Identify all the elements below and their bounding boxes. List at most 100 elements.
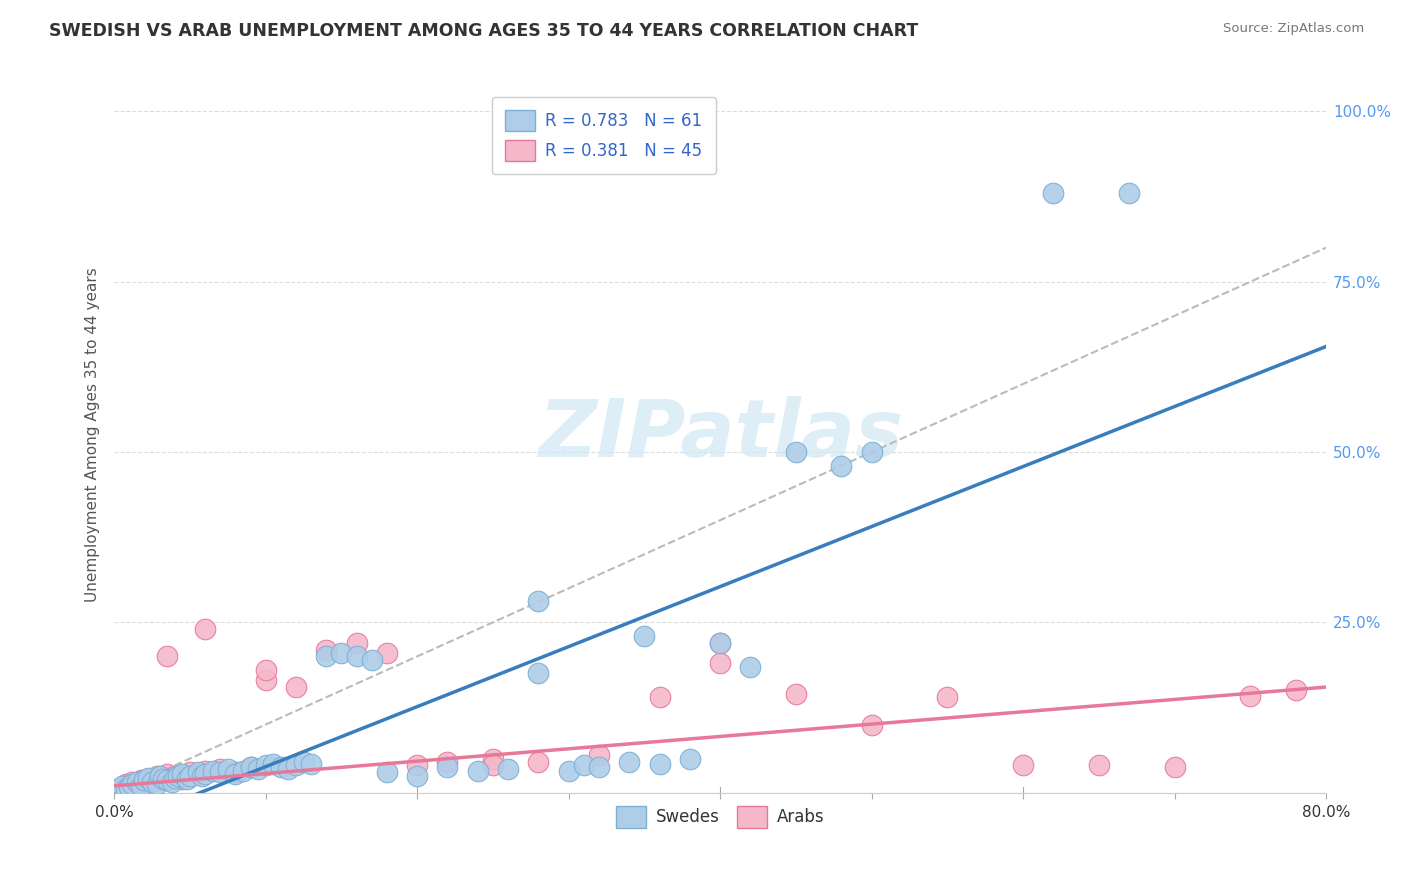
Point	[482, 758, 505, 772]
Point	[1042, 186, 1064, 201]
Point	[163, 771, 186, 785]
Point	[239, 760, 262, 774]
Point	[179, 769, 201, 783]
Point	[115, 777, 138, 791]
Point	[254, 758, 277, 772]
Point	[115, 782, 138, 797]
Point	[145, 769, 167, 783]
Text: SWEDISH VS ARAB UNEMPLOYMENT AMONG AGES 35 TO 44 YEARS CORRELATION CHART: SWEDISH VS ARAB UNEMPLOYMENT AMONG AGES …	[49, 22, 918, 40]
Point	[125, 777, 148, 791]
Point	[156, 773, 179, 788]
Point	[740, 659, 762, 673]
Point	[163, 769, 186, 783]
Point	[619, 755, 641, 769]
Point	[709, 657, 731, 671]
Y-axis label: Unemployment Among Ages 35 to 44 years: Unemployment Among Ages 35 to 44 years	[86, 268, 100, 602]
Point	[172, 766, 194, 780]
Point	[262, 757, 284, 772]
Point	[166, 769, 188, 783]
Point	[209, 762, 232, 776]
Point	[209, 765, 232, 780]
Point	[186, 765, 208, 780]
Point	[277, 762, 299, 776]
Point	[785, 445, 807, 459]
Point	[131, 779, 153, 793]
Point	[1163, 760, 1185, 774]
Point	[134, 775, 156, 789]
Point	[406, 758, 429, 772]
Point	[1012, 758, 1035, 772]
Point	[527, 593, 550, 607]
Text: Source: ZipAtlas.com: Source: ZipAtlas.com	[1223, 22, 1364, 36]
Point	[709, 636, 731, 650]
Point	[254, 673, 277, 688]
Point	[1285, 683, 1308, 698]
Point	[149, 769, 172, 783]
Point	[232, 764, 254, 778]
Point	[247, 762, 270, 776]
Point	[679, 751, 702, 765]
Point	[131, 773, 153, 788]
Point	[160, 775, 183, 789]
Point	[111, 779, 134, 793]
Point	[315, 642, 337, 657]
Point	[194, 766, 217, 780]
Point	[467, 764, 489, 778]
Point	[176, 772, 198, 786]
Point	[482, 751, 505, 765]
Point	[201, 764, 224, 778]
Point	[156, 766, 179, 780]
Point	[785, 687, 807, 701]
Point	[141, 775, 163, 789]
Point	[134, 773, 156, 788]
Point	[156, 649, 179, 664]
Point	[136, 772, 159, 786]
Point	[648, 757, 671, 772]
Point	[588, 748, 610, 763]
Point	[860, 445, 883, 459]
Point	[648, 690, 671, 705]
Point	[194, 622, 217, 636]
Point	[118, 779, 141, 793]
Point	[346, 636, 368, 650]
Text: ZIPatlas: ZIPatlas	[537, 396, 903, 474]
Point	[1118, 186, 1140, 201]
Point	[406, 769, 429, 783]
Point	[330, 646, 353, 660]
Point	[217, 762, 239, 776]
Point	[633, 629, 655, 643]
Point	[149, 771, 172, 785]
Point	[292, 755, 315, 769]
Point	[285, 680, 308, 694]
Point	[315, 649, 337, 664]
Point	[186, 766, 208, 780]
Point	[299, 757, 322, 772]
Point	[125, 775, 148, 789]
Legend: Swedes, Arabs: Swedes, Arabs	[609, 799, 831, 834]
Point	[191, 769, 214, 783]
Point	[1239, 689, 1261, 703]
Point	[572, 758, 595, 772]
Point	[254, 663, 277, 677]
Point	[588, 760, 610, 774]
Point	[172, 772, 194, 786]
Point	[860, 717, 883, 731]
Point	[179, 765, 201, 780]
Point	[136, 771, 159, 785]
Point	[285, 758, 308, 772]
Point	[270, 760, 292, 774]
Point	[152, 772, 174, 786]
Point	[527, 666, 550, 681]
Point	[375, 646, 398, 660]
Point	[936, 690, 959, 705]
Point	[496, 762, 519, 776]
Point	[111, 780, 134, 795]
Point	[709, 636, 731, 650]
Point	[121, 777, 143, 791]
Point	[527, 755, 550, 769]
Point	[830, 458, 852, 473]
Point	[121, 775, 143, 789]
Point	[145, 777, 167, 791]
Point	[118, 780, 141, 795]
Point	[436, 760, 458, 774]
